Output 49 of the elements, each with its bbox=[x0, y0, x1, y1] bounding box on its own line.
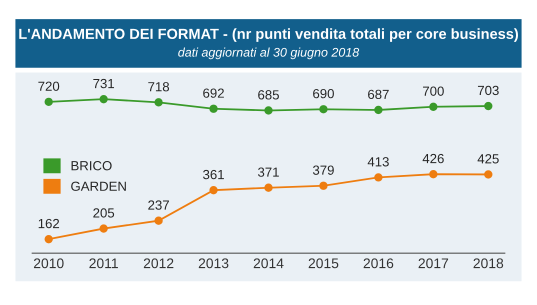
x-tick-label: 2017 bbox=[418, 258, 448, 268]
data-label: 720 bbox=[38, 82, 60, 91]
data-label: 425 bbox=[478, 154, 499, 164]
point bbox=[99, 94, 108, 104]
chart-title: L'ANDAMENTO DEI FORMAT - (nr punti vendita totali per core business) bbox=[19, 28, 518, 42]
data-label: 692 bbox=[203, 88, 224, 98]
point bbox=[209, 104, 218, 113]
x-tick-label: 2015 bbox=[308, 258, 338, 268]
point bbox=[44, 234, 53, 244]
data-label: 700 bbox=[423, 86, 444, 96]
point bbox=[374, 106, 383, 114]
chart-subtitle: dati aggiornati al 30 giugno 2018 bbox=[178, 48, 360, 60]
x-tick-label: 2010 bbox=[34, 258, 64, 268]
x-tick-label: 2013 bbox=[198, 258, 228, 268]
data-label: 718 bbox=[148, 82, 170, 92]
data-label: 361 bbox=[203, 170, 224, 180]
point bbox=[374, 173, 383, 182]
point bbox=[209, 186, 218, 194]
point bbox=[484, 102, 492, 110]
data-label: 703 bbox=[478, 86, 499, 96]
x-tick-label: 2018 bbox=[474, 258, 504, 268]
data-label: 685 bbox=[258, 90, 279, 100]
point bbox=[154, 98, 163, 107]
point bbox=[264, 106, 273, 115]
data-label: 237 bbox=[148, 200, 169, 210]
data-label: 690 bbox=[313, 88, 334, 98]
point bbox=[264, 184, 273, 192]
point bbox=[429, 102, 438, 111]
point bbox=[44, 98, 53, 106]
data-label: 379 bbox=[312, 165, 334, 175]
data-label: 205 bbox=[93, 208, 114, 218]
data-label: 687 bbox=[368, 90, 389, 100]
legend-label: GARDEN bbox=[71, 182, 126, 191]
data-label: 162 bbox=[38, 218, 60, 228]
point bbox=[319, 182, 328, 190]
data-label: 371 bbox=[258, 167, 279, 177]
legend-label: BRICO bbox=[72, 161, 112, 170]
data-label: 731 bbox=[93, 78, 114, 88]
x-tick-label: 2014 bbox=[254, 258, 284, 268]
x-tick-label: 2012 bbox=[144, 258, 174, 268]
data-label: 426 bbox=[422, 154, 444, 164]
point bbox=[484, 170, 492, 179]
point bbox=[319, 105, 328, 114]
x-tick-label: 2011 bbox=[89, 258, 118, 268]
x-tick-label: 2016 bbox=[364, 258, 394, 268]
point bbox=[429, 170, 438, 178]
point bbox=[154, 216, 163, 225]
data-label: 413 bbox=[368, 157, 389, 166]
point bbox=[99, 224, 108, 233]
